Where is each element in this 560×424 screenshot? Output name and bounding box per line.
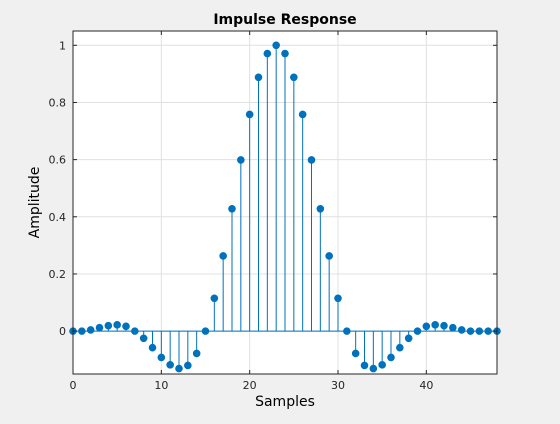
stem-marker <box>281 49 289 58</box>
stem-marker <box>139 334 148 343</box>
stem-marker <box>78 327 86 335</box>
stem-marker <box>457 326 466 334</box>
stem-marker <box>484 327 492 335</box>
stem-marker <box>237 156 245 164</box>
stem-marker <box>95 323 104 332</box>
x-tick-label: 10 <box>154 379 168 392</box>
stem-marker <box>104 321 113 330</box>
x-tick-label: 20 <box>243 379 257 392</box>
stem-marker <box>290 73 298 82</box>
y-tick-label: 0.6 <box>49 154 67 167</box>
stem-marker <box>334 294 342 303</box>
stem-marker <box>245 110 254 119</box>
stem-marker <box>431 321 439 329</box>
stem-marker <box>228 204 236 213</box>
stem-marker <box>148 343 157 352</box>
stem-marker <box>413 327 422 335</box>
stem-marker <box>219 252 227 260</box>
axes-box <box>72 30 498 375</box>
stem-marker <box>166 361 174 369</box>
x-tick-label: 30 <box>331 379 345 392</box>
stem-marker <box>298 110 307 119</box>
x-tick-label: 40 <box>419 379 433 392</box>
stem-marker <box>184 361 192 370</box>
stem-marker <box>343 327 351 335</box>
stem-marker <box>192 349 201 358</box>
stem-marker <box>325 252 333 260</box>
stem-marker <box>369 364 378 373</box>
stem-marker <box>422 322 431 331</box>
stem-marker <box>440 321 448 330</box>
stem-marker <box>113 321 121 329</box>
stem-marker <box>86 326 95 334</box>
stem-marker <box>360 361 369 370</box>
stem-marker <box>387 353 395 362</box>
stem-marker <box>175 364 183 373</box>
stem-marker <box>263 49 272 58</box>
y-tick-label: 0.2 <box>49 268 67 281</box>
stem-marker <box>201 327 210 335</box>
y-tick-label: 0 <box>59 325 66 338</box>
stem-marker <box>404 334 413 343</box>
stem-marker <box>351 349 360 358</box>
stem-marker <box>157 353 166 362</box>
chart-title: Impulse Response <box>213 12 356 28</box>
y-tick-label: 1 <box>59 39 66 52</box>
y-axis-label: Amplitude <box>27 167 43 239</box>
stem-marker <box>254 73 263 82</box>
stem-series <box>69 41 501 373</box>
stem-marker <box>316 204 325 213</box>
x-axis-label: Samples <box>255 394 315 410</box>
stem-marker <box>131 327 139 335</box>
axis-ticks: 0 10 20 30 40 0 0.2 0.4 0.6 0.8 1 <box>49 31 497 392</box>
stem-marker <box>272 41 280 50</box>
stem-marker <box>210 294 219 303</box>
stem-marker <box>396 343 404 352</box>
stem-marker <box>307 156 316 164</box>
stem-marker <box>466 327 475 335</box>
y-tick-label: 0.8 <box>49 96 67 109</box>
stem-marker <box>475 327 484 335</box>
stem-marker <box>122 322 130 331</box>
x-tick-label: 0 <box>70 379 77 392</box>
stem-marker <box>449 323 457 332</box>
y-tick-label: 0.4 <box>49 211 67 224</box>
stem-marker <box>378 361 386 369</box>
